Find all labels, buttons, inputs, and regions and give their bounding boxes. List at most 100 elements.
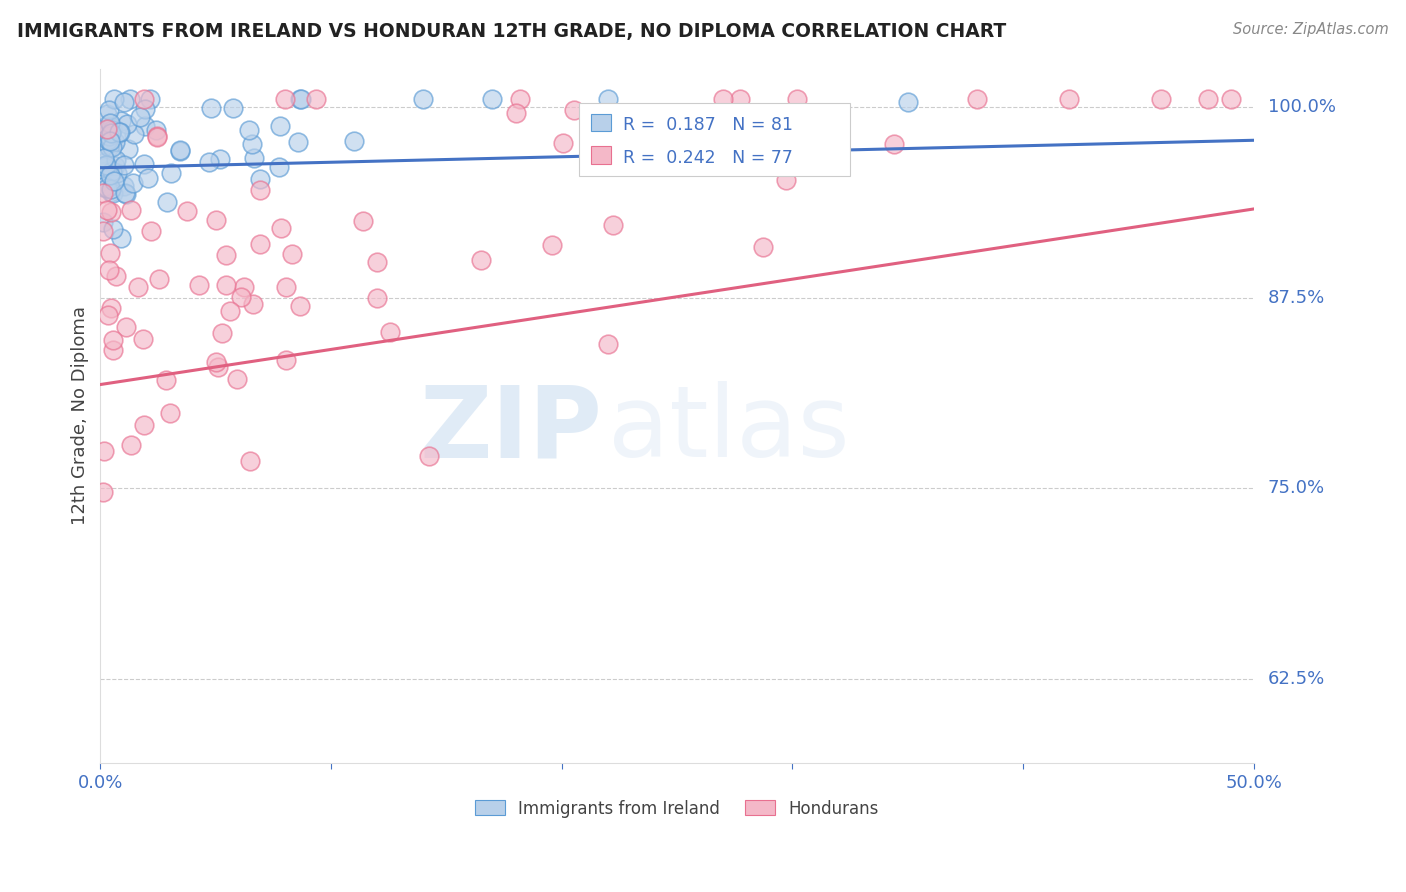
Point (207, 360, 229, 375)
Point (96, 107, 118, 121)
Point (231, 290, 253, 304)
Point (305, 92, 328, 106)
Point (209, 153, 232, 167)
Point (596, 92, 619, 106)
Point (134, 119, 156, 133)
Point (132, 157, 155, 171)
Point (222, 101, 245, 115)
Point (94, 161, 117, 175)
Point (117, 142, 139, 156)
Point (97, 263, 120, 277)
Point (91, 484, 114, 499)
Point (290, 92, 312, 106)
Point (412, 92, 434, 106)
Point (100, 205, 122, 219)
Point (155, 373, 177, 387)
Point (122, 127, 145, 141)
Point (97, 139, 120, 153)
Point (127, 280, 149, 294)
Point (93, 179, 115, 194)
Point (249, 183, 271, 197)
Point (897, 95, 920, 109)
Point (120, 202, 142, 217)
Point (101, 343, 124, 357)
Text: atlas: atlas (607, 381, 849, 478)
Point (93, 444, 115, 458)
Point (94, 154, 117, 169)
Point (100, 116, 122, 130)
Point (98, 129, 121, 144)
Point (366, 291, 388, 305)
Point (752, 240, 775, 254)
Point (176, 204, 198, 219)
Point (112, 95, 135, 109)
Point (159, 166, 181, 180)
Point (101, 120, 124, 135)
Point (159, 406, 181, 420)
Point (1057, 92, 1080, 106)
Point (728, 92, 751, 106)
FancyBboxPatch shape (591, 113, 612, 131)
Point (274, 280, 297, 294)
Point (249, 172, 271, 186)
Point (100, 126, 122, 140)
Point (148, 272, 170, 286)
Point (188, 278, 211, 293)
Point (827, 116, 849, 130)
Text: IMMIGRANTS FROM IRELAND VS HONDURAN 12TH GRADE, NO DIPLOMA CORRELATION CHART: IMMIGRANTS FROM IRELAND VS HONDURAN 12TH… (17, 22, 1007, 41)
Point (115, 187, 138, 202)
Point (602, 219, 624, 233)
Point (249, 236, 271, 251)
Point (100, 185, 122, 199)
Point (1150, 92, 1173, 106)
Point (145, 123, 167, 137)
Point (269, 119, 291, 133)
Point (281, 247, 304, 261)
Point (129, 111, 152, 125)
Point (141, 224, 163, 238)
Point (98, 246, 121, 260)
Point (91, 224, 114, 238)
Point (541, 237, 564, 252)
Point (108, 125, 131, 139)
Point (112, 179, 135, 194)
Point (270, 221, 292, 235)
Point (378, 325, 401, 339)
Point (505, 106, 527, 120)
Point (98, 134, 121, 148)
Point (110, 231, 132, 245)
Point (91, 180, 114, 194)
FancyBboxPatch shape (591, 146, 612, 163)
Point (366, 254, 388, 268)
Point (91, 186, 114, 201)
Point (827, 121, 849, 136)
Point (96, 181, 118, 195)
Point (288, 299, 311, 313)
Point (509, 92, 531, 106)
Point (96, 202, 118, 217)
Point (103, 174, 125, 188)
Point (108, 125, 131, 139)
Point (104, 268, 127, 283)
Point (100, 182, 122, 196)
Point (343, 134, 366, 148)
Point (103, 92, 125, 106)
Point (91, 159, 114, 173)
Point (267, 161, 290, 175)
Point (97, 128, 120, 143)
Point (966, 92, 988, 106)
Point (418, 449, 440, 463)
Point (105, 166, 128, 180)
Point (91, 215, 114, 229)
Point (115, 319, 138, 334)
Point (93, 151, 115, 165)
Point (122, 176, 145, 190)
Point (117, 117, 139, 131)
Point (775, 173, 797, 187)
Point (553, 136, 575, 150)
Point (134, 417, 156, 432)
Point (132, 92, 155, 106)
Point (276, 353, 298, 368)
Text: R =  0.242   N = 77: R = 0.242 N = 77 (623, 149, 793, 167)
Point (352, 213, 374, 227)
